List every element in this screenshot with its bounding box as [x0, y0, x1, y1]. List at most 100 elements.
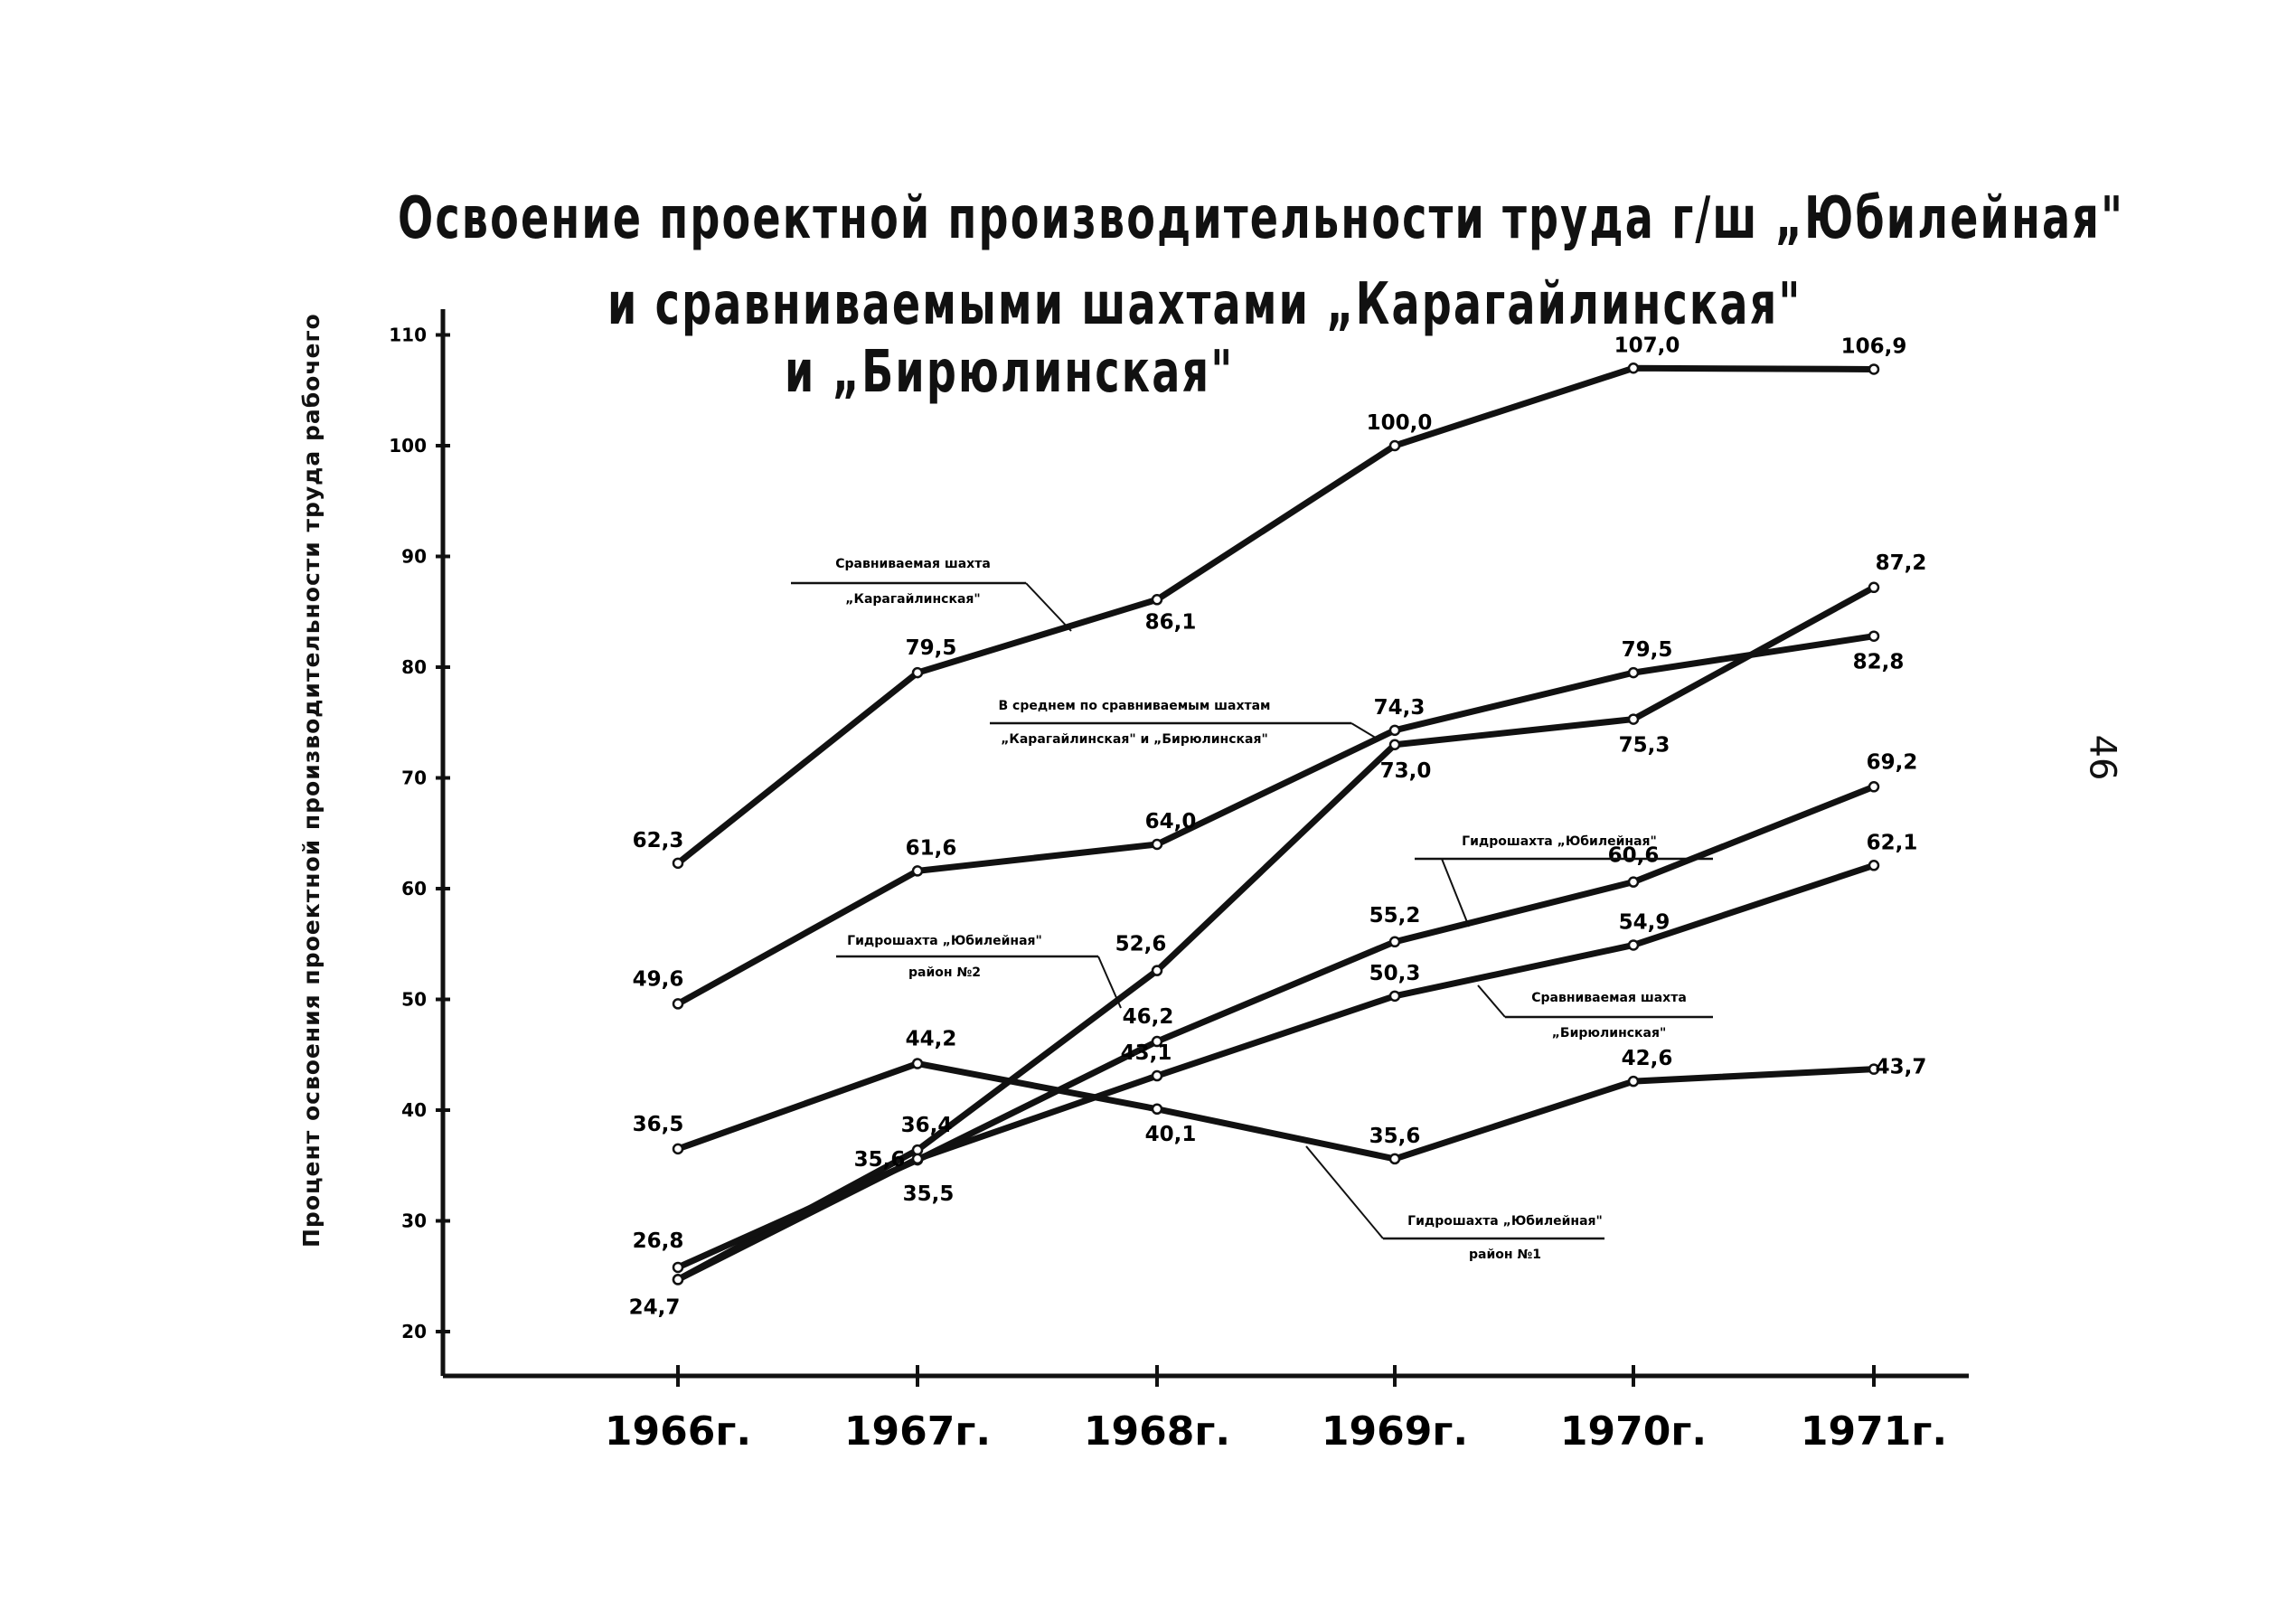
data-point [1627, 713, 1640, 725]
x-tick-label: 1968г. [1084, 1408, 1230, 1455]
data-label: 106,9 [1841, 334, 1907, 358]
data-point [672, 1143, 684, 1155]
data-point [1388, 936, 1401, 948]
data-point [1627, 363, 1640, 374]
data-label: 69,2 [1867, 750, 1918, 774]
y-tick-label: 30 [401, 1210, 427, 1232]
series-line [674, 584, 1877, 1283]
data-label: 35,6 [854, 1148, 906, 1172]
x-tick-label: 1970г. [1560, 1408, 1707, 1455]
data-labels: 62,3 79,5 86,1 100,0 107,0 106,9 49,6 61,6 64,0 7… [629, 334, 1927, 1319]
data-point [911, 1144, 924, 1156]
x-tick-label: 1967г. [844, 1408, 991, 1455]
series-annotation-text: Сравниваемая шахта [1531, 991, 1687, 1005]
data-point [1388, 439, 1401, 452]
y-ticks: 20 30 40 50 60 70 80 90 100 110 [389, 325, 450, 1342]
data-point [911, 865, 924, 877]
data-label: 52,6 [1115, 933, 1167, 956]
data-label: 44,2 [906, 1028, 957, 1051]
series-annotations: Сравниваемая шахта „Карагайлинская" В сред… [791, 557, 1713, 1262]
data-label: 36,4 [901, 1114, 953, 1137]
y-tick-label: 100 [389, 435, 427, 457]
data-label: 46,2 [1123, 1005, 1174, 1029]
data-point [1868, 860, 1880, 871]
annotation-leader-line [1305, 1145, 1384, 1239]
data-point [911, 1153, 924, 1165]
data-label: 42,6 [1622, 1047, 1673, 1070]
data-point [1868, 363, 1880, 375]
x-tick-label: 1966г. [605, 1408, 751, 1455]
series-lines [674, 364, 1877, 1283]
data-label: 86,1 [1145, 610, 1197, 634]
data-label: 26,8 [633, 1229, 684, 1253]
data-label: 49,6 [633, 967, 684, 991]
annotation-leader-line [1477, 984, 1506, 1018]
data-point [672, 857, 684, 870]
data-point [1151, 838, 1163, 851]
data-point [911, 1058, 924, 1069]
series-annotation-text: Гидрошахта „Юбилейная" [847, 934, 1042, 948]
data-label: 74,3 [1374, 696, 1426, 720]
data-label: 54,9 [1619, 910, 1670, 934]
data-point [1868, 630, 1880, 642]
y-tick-label: 50 [401, 989, 427, 1011]
chart-title-line-1: Освоение проектной производительности тр… [398, 185, 2125, 252]
data-point [1151, 1035, 1163, 1048]
data-label: 43,7 [1876, 1056, 1927, 1079]
data-label: 82,8 [1853, 651, 1905, 674]
chart-title-line-2: и сравниваемыми шахтами „Карагайлинская" [607, 271, 1802, 338]
series-annotation-text: „Карагайлинская" [845, 592, 980, 607]
data-label: 36,5 [633, 1113, 684, 1136]
y-tick-label: 80 [401, 656, 427, 678]
data-point [1388, 724, 1401, 737]
series-annotation-text: Сравниваемая шахта [835, 557, 991, 571]
y-tick-label: 110 [389, 325, 427, 346]
annotation-leader-line [1441, 858, 1470, 928]
annotation-leader-line [1025, 582, 1072, 632]
annotation-leader-line [1350, 722, 1379, 740]
data-point [1868, 1063, 1880, 1075]
data-point [1868, 781, 1880, 793]
y-tick-label: 20 [401, 1321, 427, 1342]
data-point [1388, 990, 1401, 1003]
series-line [674, 633, 1877, 1007]
data-label: 24,7 [629, 1295, 681, 1319]
data-label: 87,2 [1876, 551, 1927, 575]
annotation-leader-line [1097, 956, 1122, 1009]
y-tick-label: 90 [401, 546, 427, 568]
data-label: 35,6 [1369, 1125, 1421, 1148]
data-label: 55,2 [1369, 904, 1421, 928]
series-annotation-text: район №1 [1469, 1248, 1541, 1262]
data-point [1627, 666, 1640, 679]
data-point [672, 998, 684, 1010]
series-annotation-text: „Бирюлинская" [1552, 1026, 1667, 1041]
data-point [1388, 1153, 1401, 1165]
data-point [1627, 876, 1640, 888]
data-point [1627, 939, 1640, 951]
data-point [1151, 965, 1163, 976]
data-label: 79,5 [906, 636, 957, 660]
data-label: 50,3 [1369, 962, 1421, 985]
data-point [911, 666, 924, 679]
x-tick-label: 1971г. [1801, 1408, 1947, 1455]
y-tick-label: 60 [401, 878, 427, 899]
data-label: 62,3 [633, 829, 684, 852]
series-points [672, 363, 1880, 1286]
series-annotation-text: Гидрошахта „Юбилейная" [1407, 1214, 1603, 1229]
series-line [674, 1060, 1877, 1163]
data-label: 100,0 [1367, 411, 1433, 435]
chart-title-line-3: и „Бирюлинская" [785, 339, 1235, 406]
data-label: 43,1 [1121, 1041, 1172, 1065]
y-tick-label: 70 [401, 768, 427, 789]
series-annotation-text: район №2 [908, 965, 981, 980]
data-label: 73,0 [1380, 759, 1432, 783]
series-annotation-text: В среднем по сравниваемым шахтам [999, 699, 1271, 713]
series-annotation-text: Гидрошахта „Юбилейная" [1462, 834, 1657, 849]
series-line [674, 862, 1877, 1283]
data-label: 61,6 [906, 836, 957, 860]
data-point [672, 1261, 684, 1274]
y-tick-label: 40 [401, 1099, 427, 1121]
data-label: 35,5 [903, 1182, 955, 1206]
